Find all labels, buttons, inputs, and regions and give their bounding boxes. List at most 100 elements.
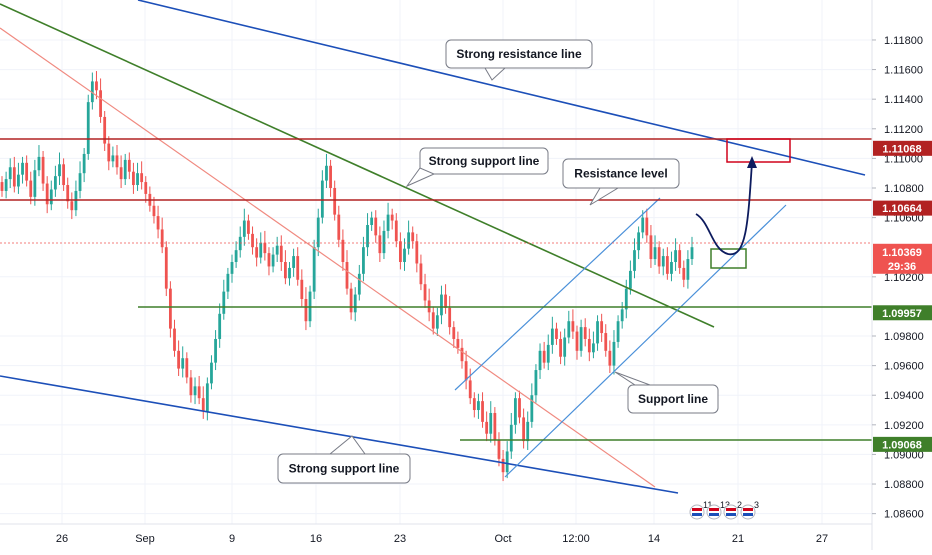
candle-body — [218, 313, 222, 339]
candle-body — [144, 182, 148, 194]
candle-body — [45, 183, 49, 205]
candle-body — [657, 247, 661, 267]
flag-stripe — [709, 513, 719, 516]
candle-body — [374, 217, 378, 236]
candle-body — [468, 380, 472, 399]
support-channel-upper[interactable] — [454, 197, 661, 391]
price-level-badge-label: 1.10664 — [882, 203, 923, 215]
candle-body — [456, 338, 460, 348]
candle-body — [645, 217, 649, 236]
candle-body — [448, 307, 452, 328]
candle-body — [670, 262, 673, 274]
drawings[interactable] — [0, 0, 872, 494]
event-marker[interactable]: 11 — [689, 500, 712, 520]
candle-body — [641, 217, 645, 233]
price-tick-label: 1.09800 — [884, 331, 924, 343]
candle-body — [415, 241, 419, 264]
candle-body — [247, 220, 250, 234]
callout[interactable]: Resistance level — [562, 158, 680, 206]
price-tick-label: 1.08600 — [884, 509, 924, 521]
callout[interactable]: Strong resistance line — [445, 39, 593, 81]
candle-body — [612, 341, 616, 366]
callout-box — [562, 158, 680, 189]
candle-body — [398, 241, 402, 262]
candle-body — [620, 309, 624, 322]
candle-body — [99, 90, 102, 117]
candle-body — [107, 143, 111, 162]
candle-body — [357, 273, 361, 295]
candle-body — [518, 398, 521, 418]
callout-tail — [405, 167, 436, 188]
candle-body — [460, 347, 464, 362]
candle-body — [522, 417, 526, 442]
target-box-red[interactable] — [726, 138, 791, 163]
candle-body — [616, 321, 620, 342]
candle-body — [90, 81, 94, 103]
candle-body — [686, 259, 690, 280]
price-tick-label: 1.10200 — [884, 272, 924, 284]
candle-body — [674, 250, 677, 262]
callout[interactable]: Strong support line — [277, 435, 411, 484]
candle-body — [259, 242, 263, 258]
price-level-badge-label: 1.11068 — [882, 143, 921, 155]
current-price-label: 1.10369 — [882, 247, 922, 259]
falling-red-line[interactable] — [0, 27, 656, 488]
flag-stripe — [743, 513, 753, 516]
callout-tail — [589, 187, 620, 206]
green-trend-line[interactable] — [0, 3, 715, 328]
candle-body — [349, 288, 353, 313]
candle-body — [197, 386, 201, 399]
candle-body — [296, 256, 300, 280]
callout[interactable]: Strong support line — [405, 147, 549, 188]
event-marker[interactable]: 3 — [740, 500, 759, 520]
callouts[interactable]: Strong resistance line Strong support lin… — [277, 39, 719, 484]
callout-label: Resistance level — [574, 167, 667, 181]
event-marker[interactable]: 2 — [723, 500, 742, 520]
candle-body — [21, 162, 24, 175]
candle-body — [279, 245, 283, 262]
candle-body — [193, 386, 197, 396]
callout[interactable]: Support line — [614, 371, 719, 414]
price-axis[interactable]: 1.11800 1.11600 1.11400 1.11200 1.11000 1.108… — [871, 0, 932, 550]
strong-resistance-line[interactable] — [137, 0, 866, 176]
time-tick-label: 12:00 — [562, 533, 590, 545]
candle-body — [17, 174, 20, 187]
time-axis[interactable]: 26 Sep 9 16 23 Oct 12:00 14 21 27 — [0, 523, 872, 545]
candle-body — [382, 230, 386, 254]
candle-body — [563, 337, 567, 357]
projection-arrow-path[interactable] — [695, 161, 753, 256]
candle-body — [127, 159, 131, 172]
candle-body — [222, 291, 226, 314]
support-channel-lower[interactable] — [504, 204, 787, 478]
candle-body — [136, 173, 139, 186]
target-box-green[interactable] — [710, 248, 747, 269]
flag-stripe — [709, 508, 719, 511]
strong-support-line-lower[interactable] — [0, 375, 679, 494]
candle-body — [353, 294, 357, 313]
candle-body — [304, 299, 308, 322]
candle-body — [341, 239, 345, 262]
candle-body — [411, 232, 415, 242]
event-marker[interactable]: 13 — [706, 500, 730, 520]
price-tick-label: 1.09600 — [884, 361, 924, 373]
candle-body — [82, 153, 86, 174]
candle-body — [312, 247, 316, 292]
candle-body — [66, 185, 70, 202]
candle-body — [300, 279, 304, 300]
callout-box — [627, 384, 719, 414]
candle-body — [464, 361, 468, 381]
event-markers[interactable]: 11 13 2 3 — [689, 500, 759, 520]
candle-body — [78, 173, 82, 191]
candle-body — [288, 267, 291, 279]
candle-body — [435, 315, 439, 329]
candle-body — [485, 421, 489, 434]
candle-body — [501, 458, 505, 473]
candle-body — [173, 328, 176, 351]
candle-body — [513, 398, 517, 425]
candle-body — [234, 250, 238, 262]
candle-body — [559, 338, 562, 357]
candle-body — [37, 156, 41, 171]
candle-body — [25, 162, 29, 181]
